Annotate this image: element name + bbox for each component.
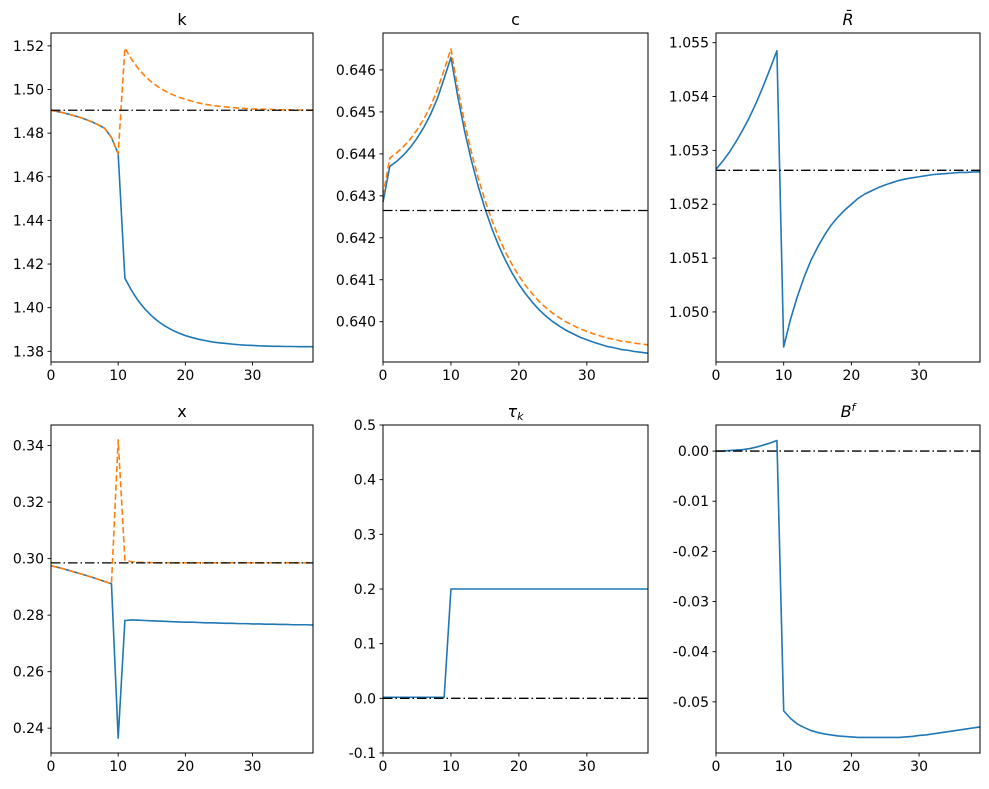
x-tick-label: 30	[244, 759, 262, 775]
x-tick-label: 10	[775, 759, 793, 775]
y-tick-label: 0.32	[13, 495, 44, 511]
y-tick-label: 1.054	[669, 90, 709, 106]
y-tick-label: 0.645	[336, 105, 376, 121]
y-tick-label: 1.42	[13, 257, 44, 273]
x-tick-label: 20	[510, 368, 528, 384]
plot-title: k	[177, 10, 187, 29]
x-tick-label: 0	[47, 368, 56, 384]
y-tick-label: 1.050	[669, 305, 709, 321]
y-tick-label: 1.50	[13, 83, 44, 99]
baseline-series-line	[50, 564, 314, 739]
y-tick-label: 1.055	[669, 36, 709, 52]
y-tick-label: 0.640	[336, 315, 376, 331]
y-tick-label: 0.642	[336, 231, 376, 247]
y-tick-label: 0.34	[13, 439, 44, 455]
x-tick-label: 10	[109, 759, 127, 775]
y-tick-label: 0.4	[354, 473, 376, 489]
alternative-series-line	[382, 48, 649, 346]
y-tick-label: 0.5	[354, 418, 376, 434]
y-tick-label: -0.1	[349, 746, 376, 762]
y-tick-label: -0.01	[673, 494, 709, 510]
plot-border	[382, 424, 649, 754]
x-tick-label: 20	[176, 368, 194, 384]
y-tick-label: -0.04	[673, 645, 709, 661]
y-tick-label: 1.46	[13, 170, 44, 186]
x-tick-label: 30	[910, 759, 928, 775]
y-tick-label: -0.05	[673, 695, 709, 711]
baseline-series-line	[716, 439, 981, 739]
y-tick-label: 1.40	[13, 301, 44, 317]
subplot-k: k 0 10 20 30 1.38 1.40 1.42 1.44 1.46 1.48 1.50 1.52	[13, 10, 314, 384]
y-tick-label: 0.3	[354, 527, 376, 543]
x-tick-label: 10	[775, 368, 793, 384]
x-tick-label: 30	[910, 368, 928, 384]
y-tick-label: 0.00	[678, 444, 709, 460]
y-tick-label: 0.28	[13, 608, 44, 624]
subplot-Rbar: R̄ 0 10 20 30 1.050 1.051 1.052 1.053 1.054 1.055	[669, 10, 981, 384]
alternative-series-line	[50, 47, 314, 155]
y-tick-label: 0.2	[354, 582, 376, 598]
plot-border	[715, 424, 981, 754]
y-tick-label: 0.30	[13, 552, 44, 568]
x-tick-label: 0	[379, 759, 388, 775]
x-tick-label: 0	[379, 368, 388, 384]
y-tick-label: -0.02	[673, 544, 709, 560]
y-tick-label: -0.03	[673, 595, 709, 611]
y-tick-label: 1.052	[669, 197, 709, 213]
x-tick-label: 20	[842, 368, 860, 384]
plot-border	[382, 32, 649, 363]
baseline-series-line	[382, 56, 649, 354]
plot-border	[50, 32, 314, 363]
x-tick-label: 0	[712, 368, 721, 384]
x-tick-label: 10	[442, 759, 460, 775]
y-tick-label: 0.26	[13, 665, 44, 681]
x-tick-label: 20	[510, 759, 528, 775]
y-tick-label: 0.641	[336, 273, 376, 289]
plot-title: x	[177, 402, 186, 421]
y-tick-label: 0.24	[13, 721, 44, 737]
x-tick-label: 30	[244, 368, 262, 384]
y-tick-label: 0.643	[336, 189, 376, 205]
y-tick-label: 0.646	[336, 63, 376, 79]
plot-border	[715, 32, 981, 363]
plot-title: R̄	[842, 10, 853, 29]
plot-title: τk	[507, 402, 524, 423]
subplot-x: x 0 10 20 30 0.24 0.26 0.28 0.30 0.32 0.34	[13, 402, 314, 775]
y-tick-label: 1.051	[669, 251, 709, 267]
y-tick-label: 1.44	[13, 213, 44, 229]
x-tick-label: 0	[712, 759, 721, 775]
y-tick-label: 0.1	[354, 637, 376, 653]
x-tick-label: 0	[47, 759, 56, 775]
subplot-tau_k: τk 0 10 20 30 -0.1 0.0 0.1 0.2 0.3 0.4 0.5	[349, 402, 649, 775]
x-tick-label: 30	[578, 759, 596, 775]
plot-title: Bf	[841, 401, 858, 421]
alternative-series-line	[50, 439, 313, 585]
subplot-Bf: Bf 0 10 20 30 -0.05 -0.04 -0.03 -0.02 -0.01 0.00	[673, 401, 981, 775]
plot-title: c	[511, 10, 520, 29]
baseline-series-line	[715, 49, 980, 348]
baseline-series-line	[383, 588, 648, 699]
subplot-c: c 0 10 20 30 0.640 0.641 0.642 0.643 0.644 0.645 0.…	[336, 10, 649, 384]
y-tick-label: 0.644	[336, 147, 376, 163]
baseline-series-line	[50, 109, 313, 348]
x-tick-label: 20	[176, 759, 194, 775]
x-tick-label: 10	[442, 368, 460, 384]
y-tick-label: 1.52	[13, 39, 44, 55]
x-tick-label: 30	[578, 368, 596, 384]
x-tick-label: 20	[842, 759, 860, 775]
plot-border	[50, 424, 314, 754]
y-tick-label: 1.38	[13, 344, 44, 360]
x-tick-label: 10	[109, 368, 127, 384]
y-tick-label: 1.053	[669, 143, 709, 159]
y-tick-label: 0.0	[354, 691, 376, 707]
y-tick-label: 1.48	[13, 126, 44, 142]
